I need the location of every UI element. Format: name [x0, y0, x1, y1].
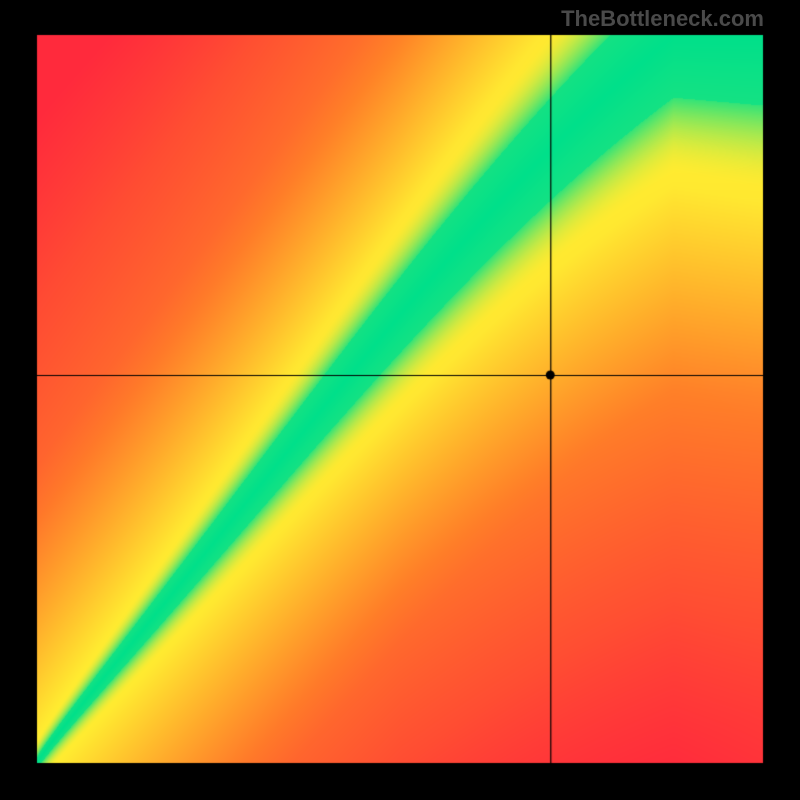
chart-container: TheBottleneck.com [0, 0, 800, 800]
bottleneck-heatmap [0, 0, 800, 800]
watermark-text: TheBottleneck.com [561, 6, 764, 32]
